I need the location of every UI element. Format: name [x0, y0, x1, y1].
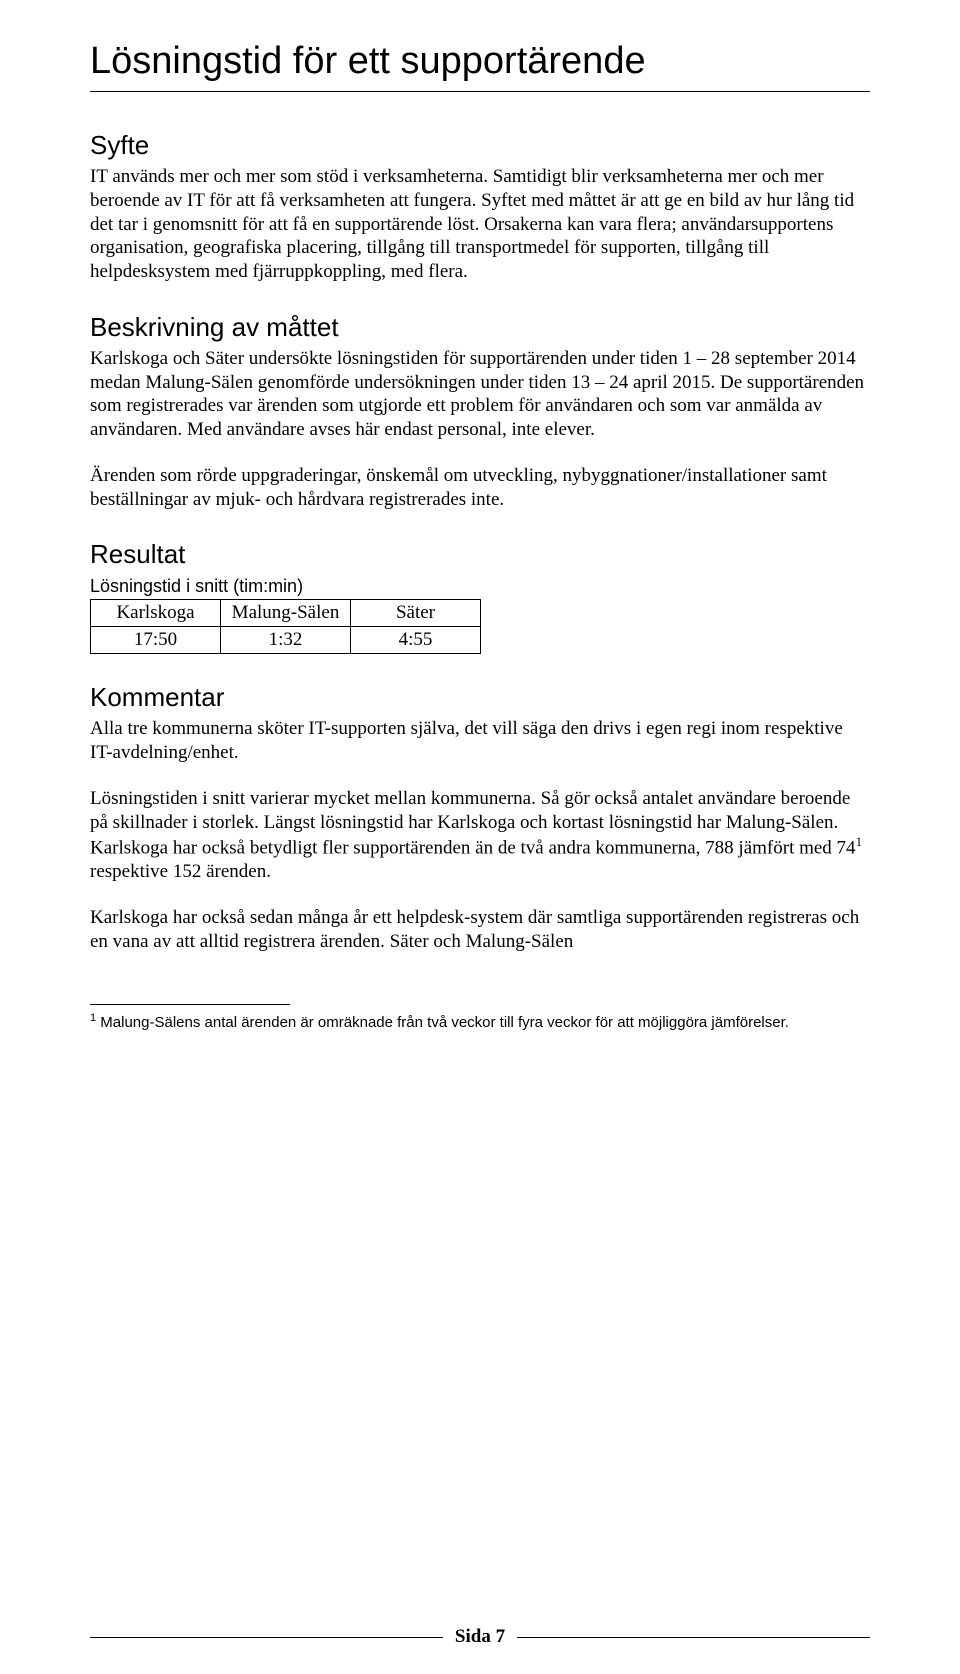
table-header-cell: Malung-Sälen	[221, 600, 351, 627]
kommentar-p2-text-b: respektive 152 ärenden.	[90, 861, 271, 882]
table-row: 17:50 1:32 4:55	[91, 627, 481, 654]
syfte-paragraph-1: IT används mer och mer som stöd i verksa…	[90, 165, 870, 284]
section-heading-resultat: Resultat	[90, 539, 870, 570]
section-heading-kommentar: Kommentar	[90, 682, 870, 713]
kommentar-paragraph-3: Karlskoga har också sedan många år ett h…	[90, 906, 870, 954]
beskrivning-paragraph-2: Ärenden som rörde uppgraderingar, önskem…	[90, 464, 870, 512]
result-table: Karlskoga Malung-Sälen Säter 17:50 1:32 …	[90, 599, 481, 654]
section-heading-beskrivning: Beskrivning av måttet	[90, 312, 870, 343]
kommentar-p2-text-a: Lösningstiden i snitt varierar mycket me…	[90, 788, 856, 859]
table-row: Karlskoga Malung-Sälen Säter	[91, 600, 481, 627]
footnote-text: Malung-Sälens antal ärenden är omräknade…	[96, 1014, 789, 1031]
table-value-cell: 17:50	[91, 627, 221, 654]
section-heading-syfte: Syfte	[90, 130, 870, 161]
table-header-cell: Karlskoga	[91, 600, 221, 627]
beskrivning-paragraph-1: Karlskoga och Säter undersökte lösningst…	[90, 347, 870, 442]
kommentar-paragraph-1: Alla tre kommunerna sköter IT-supporten …	[90, 717, 870, 765]
footer-rule-left	[90, 1637, 443, 1638]
footnote-ref-1: 1	[856, 834, 863, 849]
page-title: Lösningstid för ett supportärende	[90, 40, 870, 92]
page-number: Sida 7	[443, 1626, 517, 1648]
table-caption: Lösningstid i snitt (tim:min)	[90, 576, 870, 597]
kommentar-paragraph-2: Lösningstiden i snitt varierar mycket me…	[90, 787, 870, 884]
table-value-cell: 1:32	[221, 627, 351, 654]
page-footer: Sida 7	[0, 1626, 960, 1648]
table-header-cell: Säter	[351, 600, 481, 627]
table-value-cell: 4:55	[351, 627, 481, 654]
footer-rule-right	[517, 1637, 870, 1638]
footnote-separator	[90, 1004, 290, 1005]
footnote-1: 1 Malung-Sälens antal ärenden är omräkna…	[90, 1011, 870, 1033]
